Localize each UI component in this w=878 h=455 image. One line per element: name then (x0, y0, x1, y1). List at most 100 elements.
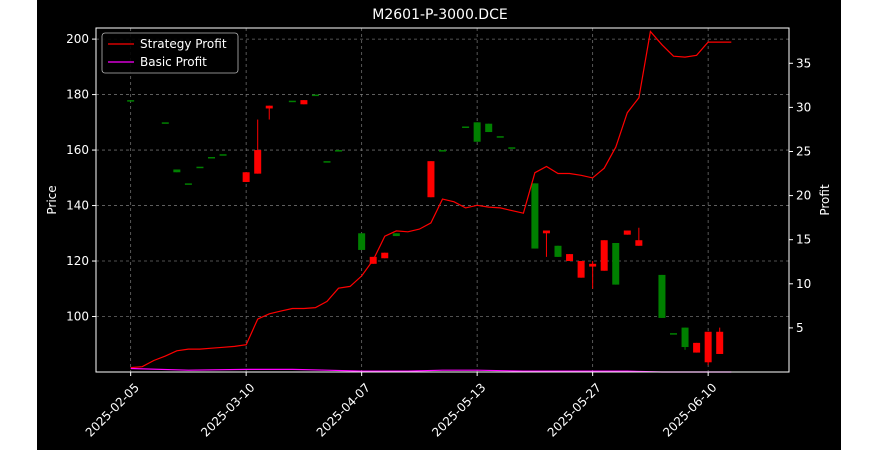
candle (612, 243, 620, 285)
candle (485, 123, 493, 133)
y-tick-label-right: 25 (796, 144, 811, 158)
candle (288, 100, 296, 103)
candle-body (658, 274, 666, 318)
y-tick-label-left: 140 (66, 199, 89, 213)
candle (554, 245, 562, 257)
candle (496, 136, 504, 138)
y-tick-label-right: 10 (796, 277, 811, 291)
candle-body (208, 157, 215, 159)
candle (439, 150, 446, 152)
y-tick-label-right: 30 (796, 100, 811, 114)
candle-body (381, 252, 389, 259)
candle-body (311, 94, 319, 97)
candle-body (542, 230, 550, 234)
candle-body (566, 254, 574, 262)
candle (542, 230, 550, 257)
candle-body (508, 147, 516, 149)
legend-label: Basic Profit (140, 55, 207, 69)
candle-body (254, 150, 262, 174)
candle-body (612, 243, 620, 285)
candle-body (300, 100, 308, 105)
candle (219, 154, 227, 156)
candle (127, 100, 135, 102)
candle (300, 100, 308, 105)
candle-body (462, 126, 470, 128)
candle-body (473, 122, 481, 142)
candle-body (496, 136, 504, 138)
series-line-strategy-profit (130, 30, 732, 369)
candle-body (693, 342, 701, 353)
candle-body (716, 331, 724, 354)
candle-body (623, 230, 631, 235)
candle-body (358, 233, 366, 250)
candle (600, 240, 608, 271)
y-tick-label-right: 35 (796, 56, 811, 70)
candle-body (589, 263, 597, 267)
candle (381, 252, 389, 259)
candle (693, 342, 701, 353)
candle-body (427, 161, 435, 198)
y-axis-label-left: Price (45, 185, 59, 214)
candle-layer (127, 94, 724, 366)
candle (462, 126, 470, 128)
candle-body (554, 245, 562, 257)
chart-title: M2601-P-3000.DCE (372, 7, 507, 23)
candle-body (288, 100, 296, 103)
candle-body (485, 123, 493, 133)
candle-body (635, 240, 643, 246)
candle (681, 327, 689, 350)
candle (589, 261, 597, 289)
candle (566, 254, 574, 262)
legend-label: Strategy Profit (140, 37, 227, 51)
candle (208, 157, 215, 159)
candle (392, 233, 400, 237)
y-tick-label-left: 200 (66, 32, 89, 46)
candle (184, 183, 192, 185)
y-tick-label-left: 100 (66, 310, 89, 324)
candle (358, 233, 366, 250)
candle (473, 122, 481, 142)
candle (704, 331, 712, 366)
candle-body (323, 161, 331, 163)
y-tick-label-left: 160 (66, 143, 89, 157)
candle-body (392, 233, 400, 237)
y-tick-label-right: 20 (796, 189, 811, 203)
candle-body (184, 183, 192, 185)
candle (335, 150, 343, 152)
y-tick-label-right: 5 (796, 321, 804, 335)
candle (508, 147, 516, 149)
y-tick-label-left: 120 (66, 254, 89, 268)
candle-body (681, 327, 689, 348)
candle (173, 169, 181, 173)
candle-body (439, 150, 446, 152)
candle (196, 166, 204, 169)
candle-body (577, 261, 585, 278)
candle (242, 172, 250, 182)
candle-body (600, 240, 608, 271)
candle (254, 119, 262, 174)
candle-body (196, 166, 204, 169)
candle (311, 94, 319, 97)
candle-body (670, 333, 677, 335)
candle (623, 230, 631, 235)
candle-body (704, 331, 712, 363)
candle (265, 105, 273, 120)
candle-body (161, 122, 169, 124)
candle (323, 161, 331, 163)
legend: Strategy Profit Basic Profit (101, 32, 239, 74)
candle (670, 333, 677, 335)
candle-body (127, 100, 135, 102)
y-tick-label-right: 15 (796, 233, 811, 247)
candle (635, 227, 643, 246)
candle-body (335, 150, 343, 152)
candle (531, 183, 539, 249)
plot-frame (95, 27, 790, 373)
y-tick-label-left: 180 (66, 88, 89, 102)
legend-box (101, 32, 239, 74)
candle (716, 327, 724, 354)
candle (658, 274, 666, 318)
candle-body (173, 169, 181, 173)
candle-body (219, 154, 227, 156)
